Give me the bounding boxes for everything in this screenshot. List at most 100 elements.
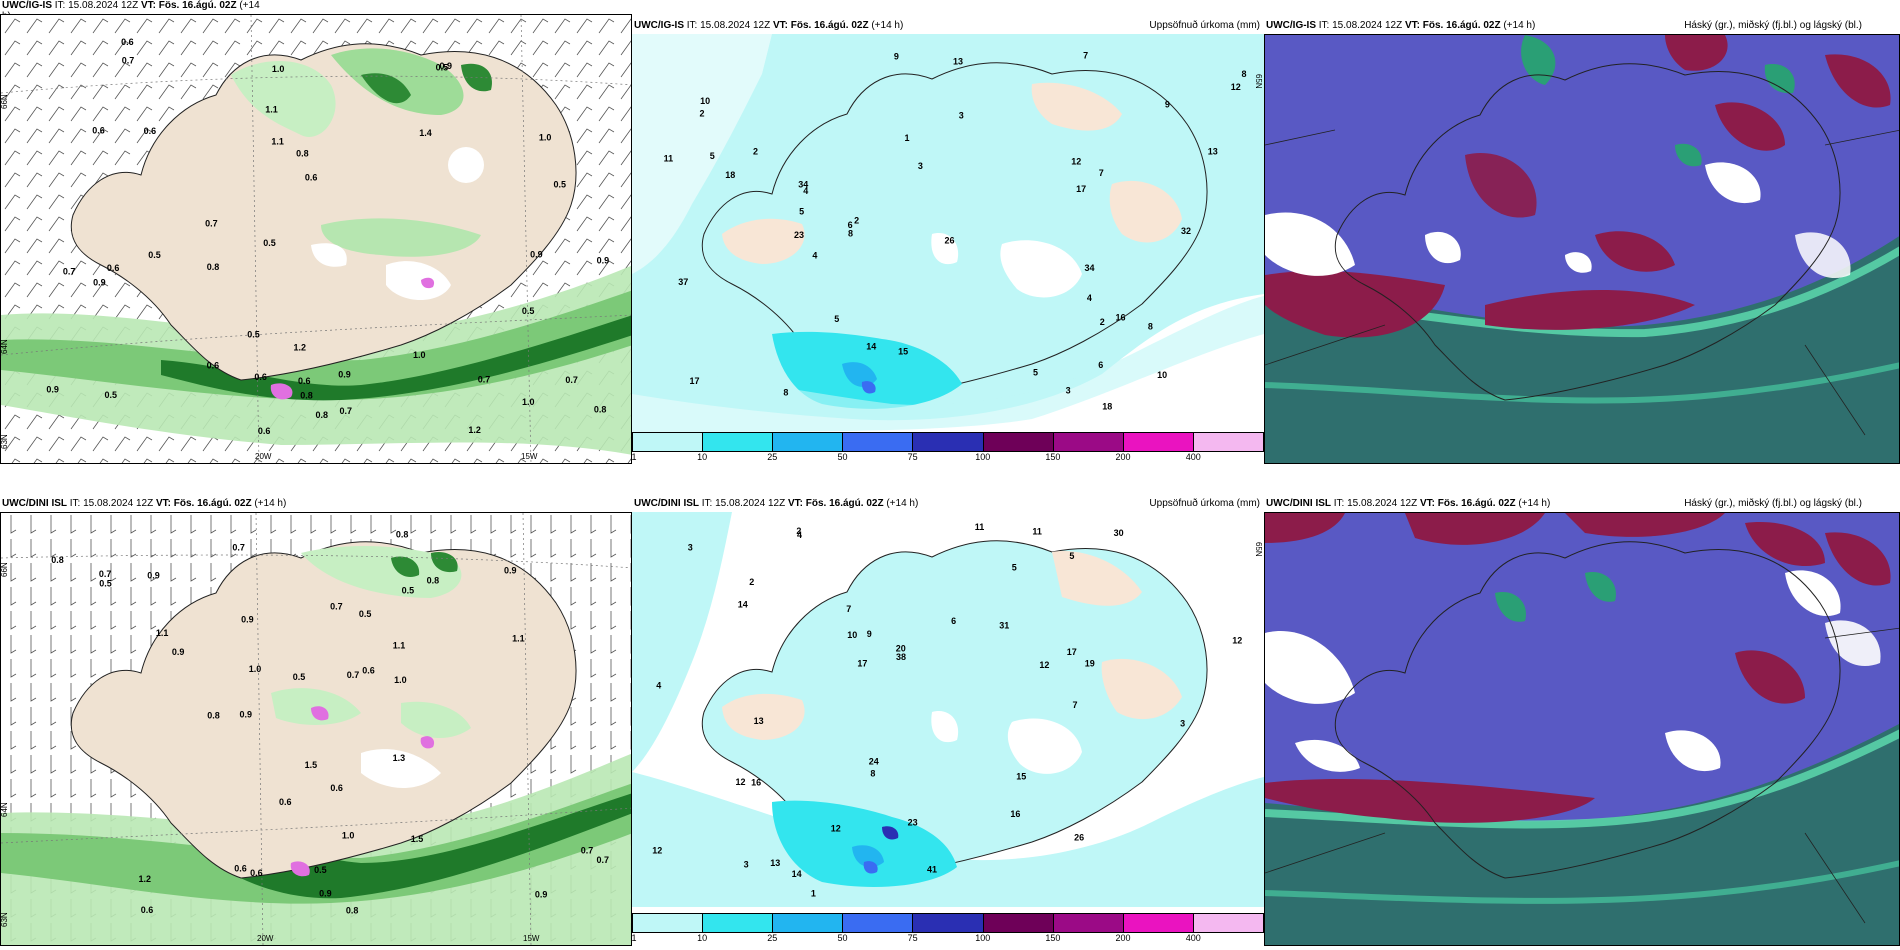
value-label: 0.7 xyxy=(232,542,245,552)
value-label: 2 xyxy=(854,216,859,226)
value-label: 14 xyxy=(866,341,876,351)
value-label: 0.6 xyxy=(250,868,263,878)
value-label: 30 xyxy=(1114,528,1124,538)
value-label: 3 xyxy=(918,161,923,171)
value-label: 14 xyxy=(738,600,748,610)
value-label: 4 xyxy=(803,186,808,196)
value-label: 5 xyxy=(1033,368,1038,378)
value-label: 0.8 xyxy=(346,905,359,915)
lat-label: 66N xyxy=(1,94,9,109)
value-label: 0.5 xyxy=(293,672,306,682)
value-label: 0.6 xyxy=(92,125,105,135)
colorbar-segment xyxy=(703,914,774,932)
value-label: 1.5 xyxy=(305,760,318,770)
value-label: 10 xyxy=(847,630,857,640)
value-label: 1.1 xyxy=(156,628,169,638)
colorbar-tick: 75 xyxy=(907,452,918,462)
colorbar-tick: 10 xyxy=(697,452,708,462)
value-label: 2 xyxy=(753,147,758,157)
value-label: 17 xyxy=(1067,647,1077,657)
value-label: 1.3 xyxy=(393,753,406,763)
colorbar-ticks: 1 10 25 50 75 100 150 200 400 xyxy=(632,933,1264,945)
value-label: 0.6 xyxy=(141,905,154,915)
value-label: 1.0 xyxy=(272,64,285,74)
value-label: 8 xyxy=(848,229,853,239)
value-label: 12 xyxy=(1039,660,1049,670)
field-title: Uppsöfnuð úrkoma (mm) xyxy=(1149,20,1260,31)
value-label: 20 xyxy=(896,643,906,653)
value-label: 1.2 xyxy=(468,425,481,435)
value-label: 0.7 xyxy=(565,375,578,385)
lat-label: 63N xyxy=(1,912,9,927)
value-label: 0.6 xyxy=(207,361,220,371)
value-label: 34 xyxy=(1085,263,1095,273)
precip-colorbar xyxy=(632,913,1264,933)
value-label: 1.5 xyxy=(411,834,424,844)
lon-label: 15W xyxy=(521,452,538,461)
map-frame: 1 3 4 2 7 19 23 31 12 16 13 17 30 20 12 5 11 8 12 13 24 14 38 4… xyxy=(632,512,1264,907)
value-label: 0.8 xyxy=(207,710,220,720)
panel-top-mid-precip-map: UWC/IG-IS IT: 15.08.2024 12Z VT: Fös. 16… xyxy=(632,0,1264,465)
cloud-map-svg xyxy=(1265,35,1899,463)
value-label: 18 xyxy=(1102,402,1112,412)
value-label: 23 xyxy=(908,818,918,828)
value-label: 5 xyxy=(1012,563,1017,573)
value-label: 37 xyxy=(678,277,688,287)
value-label: 0.5 xyxy=(105,390,118,400)
value-label: 16 xyxy=(751,777,761,787)
value-label: 0.7 xyxy=(122,56,135,66)
value-label: 0.6 xyxy=(362,666,375,676)
value-label: 1.1 xyxy=(393,640,406,650)
value-label: 13 xyxy=(953,57,963,67)
wind-map-svg: 1.10.91.01.50.60.80.91.00.71.31.00.81.20… xyxy=(1,513,631,945)
value-label: 0.5 xyxy=(314,865,327,875)
value-label: 0.5 xyxy=(436,63,449,73)
colorbar-tick: 25 xyxy=(767,933,778,943)
value-label: 9 xyxy=(1165,100,1170,110)
panel-top-right-cloud-map: UWC/IG-IS IT: 15.08.2024 12Z VT: Fös. 16… xyxy=(1264,0,1900,465)
value-label: 31 xyxy=(999,620,1009,630)
value-label: 0.9 xyxy=(241,615,254,625)
value-label: 0.7 xyxy=(99,569,112,579)
value-label: 1.0 xyxy=(342,831,355,841)
value-label: 23 xyxy=(794,230,804,240)
value-label: 0.7 xyxy=(597,855,610,865)
map-frame xyxy=(1264,34,1900,464)
value-label: 0.6 xyxy=(234,864,247,874)
panel-top-left-wind-map: UWC/IG-IS IT: 15.08.2024 12Z VT: Fös. 16… xyxy=(0,0,632,465)
value-label: 0.5 xyxy=(554,179,567,189)
value-label: 8 xyxy=(1242,69,1247,79)
panel-bottom-right-cloud-map: UWC/DINI ISL IT: 15.08.2024 12Z VT: Fös.… xyxy=(1264,496,1900,950)
value-label: 0.9 xyxy=(338,369,351,379)
panel-title: UWC/DINI ISL IT: 15.08.2024 12Z VT: Fös.… xyxy=(1266,498,1551,509)
value-label: 1.2 xyxy=(294,343,307,353)
value-label: 14 xyxy=(792,869,802,879)
value-label: 24 xyxy=(869,756,879,766)
value-label: 18 xyxy=(725,170,735,180)
colorbar-tick: 1 xyxy=(632,933,637,943)
value-label: 3 xyxy=(1180,719,1185,729)
value-label: 0.8 xyxy=(296,148,309,158)
value-label: 13 xyxy=(1208,147,1218,157)
value-label: 0.9 xyxy=(530,250,543,260)
lon-label: 20W xyxy=(255,452,272,461)
colorbar-tick: 150 xyxy=(1045,933,1061,943)
value-label: 19 xyxy=(1085,658,1095,668)
value-label: 3 xyxy=(744,860,749,870)
colorbar-tick: 400 xyxy=(1185,452,1201,462)
colorbar-segment xyxy=(913,914,984,932)
value-label: 4 xyxy=(656,680,661,690)
value-label: 0.5 xyxy=(359,609,372,619)
value-label: 0.9 xyxy=(504,566,517,576)
value-label: 15 xyxy=(1016,772,1026,782)
cloud-map-svg xyxy=(1265,513,1899,945)
value-label: 32 xyxy=(1181,226,1191,236)
value-label: 5 xyxy=(1069,551,1074,561)
value-label: 9 xyxy=(894,52,899,62)
colorbar-tick: 50 xyxy=(837,452,848,462)
value-label: 0.5 xyxy=(99,578,112,588)
value-label: 0.8 xyxy=(300,390,313,400)
colorbar-segment xyxy=(983,433,1054,451)
value-label: 11 xyxy=(975,522,985,532)
value-label: 1.0 xyxy=(249,664,262,674)
